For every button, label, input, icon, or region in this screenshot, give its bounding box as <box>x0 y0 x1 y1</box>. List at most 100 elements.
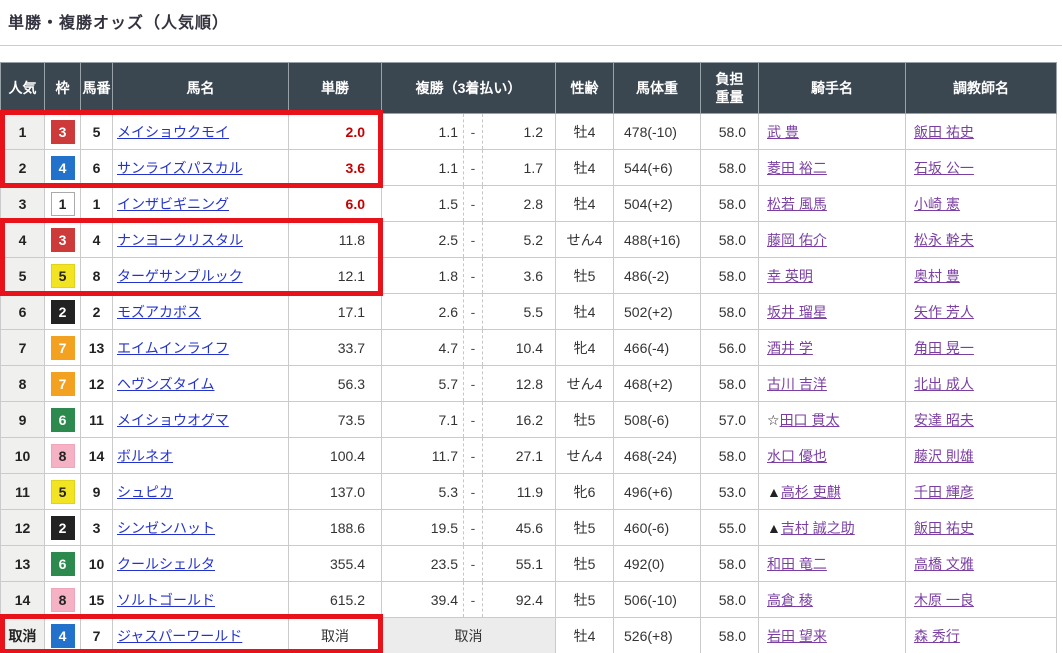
horse-name-link[interactable]: ソルトゴールド <box>117 591 215 608</box>
place-odds-dash-cell: - <box>463 509 483 546</box>
horse-weight-cell: 478(-10) <box>613 113 701 150</box>
horse-name-link[interactable]: シュピカ <box>117 483 173 500</box>
jockey-link[interactable]: 松若 風馬 <box>767 195 827 212</box>
jockey-link[interactable]: 藤岡 佑介 <box>767 231 827 248</box>
horse-name-link[interactable]: インザビギニング <box>117 195 229 212</box>
horse-name-link[interactable]: モズアカボス <box>117 303 201 320</box>
header-win-odds: 単勝 <box>288 62 382 114</box>
frame-number-badge: 6 <box>50 407 75 432</box>
frame-number-badge: 1 <box>50 191 75 216</box>
jockey-link[interactable]: 岩田 望来 <box>767 627 827 644</box>
sex-age-cell: 牡4 <box>555 113 614 150</box>
sex-age-cell: 牡4 <box>555 185 614 222</box>
frame-number-badge: 5 <box>50 479 75 504</box>
jockey-link[interactable]: 酒井 学 <box>767 339 813 356</box>
place-odds-min-cell: 11.7 <box>381 437 464 474</box>
horse-name-cell: メイショウクモイ <box>112 113 289 150</box>
trainer-link[interactable]: 角田 晃一 <box>914 339 974 356</box>
carried-weight-cell: 58.0 <box>700 149 759 186</box>
horse-name-link[interactable]: メイショウオグマ <box>117 411 229 428</box>
place-odds-max-cell: 11.9 <box>482 473 556 510</box>
place-odds-max-cell: 2.8 <box>482 185 556 222</box>
jockey-link[interactable]: 古川 吉洋 <box>767 375 827 392</box>
horse-name-link[interactable]: ターゲサンブルック <box>117 267 243 284</box>
trainer-link[interactable]: 飯田 祐史 <box>914 519 974 536</box>
trainer-link[interactable]: 安達 昭夫 <box>914 411 974 428</box>
horse-name-cell: サンライズパスカル <box>112 149 289 186</box>
trainer-link[interactable]: 藤沢 則雄 <box>914 447 974 464</box>
jockey-link[interactable]: 吉村 誠之助 <box>780 519 855 536</box>
trainer-link[interactable]: 森 秀行 <box>914 627 960 644</box>
trainer-cell: 奥村 豊 <box>905 257 1057 294</box>
jockey-link[interactable]: 高倉 稜 <box>767 591 813 608</box>
carried-weight-cell: 58.0 <box>700 581 759 618</box>
frame-cell: 5 <box>44 473 81 510</box>
odds-table-wrap: 人気 枠 馬番 馬名 単勝 複勝（3着払い） 性齢 馬体重 負担重量 騎手名 調… <box>0 62 1057 653</box>
horse-name-link[interactable]: エイムインライフ <box>117 339 229 356</box>
place-odds-dash-cell: - <box>463 221 483 258</box>
rank-cell: 14 <box>0 581 45 618</box>
frame-number-badge: 7 <box>50 335 75 360</box>
trainer-cell: 飯田 祐史 <box>905 509 1057 546</box>
trainer-link[interactable]: 小崎 憲 <box>914 195 960 212</box>
horse-name-link[interactable]: ジャスパーワールド <box>117 627 243 644</box>
rank-cell: 2 <box>0 149 45 186</box>
jockey-link[interactable]: 坂井 瑠星 <box>767 303 827 320</box>
rank-cell: 8 <box>0 365 45 402</box>
win-odds-cell: 3.6 <box>288 149 382 186</box>
table-row: 7 7 13 エイムインライフ 33.7 4.7 - 10.4 牝4 466(-… <box>0 329 1057 366</box>
horse-number-cell: 1 <box>80 185 113 222</box>
jockey-link[interactable]: 高杉 吏麒 <box>780 483 841 500</box>
horse-name-link[interactable]: ボルネオ <box>117 447 173 464</box>
jockey-link[interactable]: 水口 優也 <box>767 447 827 464</box>
horse-name-link[interactable]: クールシェルタ <box>117 555 215 572</box>
trainer-link[interactable]: 奥村 豊 <box>914 267 960 284</box>
trainer-link[interactable]: 北出 成人 <box>914 375 974 392</box>
horse-name-link[interactable]: メイショウクモイ <box>117 123 229 140</box>
trainer-cell: 小崎 憲 <box>905 185 1057 222</box>
horse-name-link[interactable]: ナンヨークリスタル <box>117 231 243 248</box>
horse-name-link[interactable]: シンゼンハット <box>117 519 215 536</box>
frame-number-badge: 3 <box>50 119 75 144</box>
rank-cell: 10 <box>0 437 45 474</box>
carried-weight-cell: 56.0 <box>700 329 759 366</box>
horse-name-link[interactable]: ヘヴンズタイム <box>117 375 215 392</box>
jockey-link[interactable]: 幸 英明 <box>767 267 813 284</box>
horse-name-link[interactable]: サンライズパスカル <box>117 159 243 176</box>
place-odds-dash-cell: - <box>463 581 483 618</box>
horse-number-cell: 8 <box>80 257 113 294</box>
place-odds-min-cell: 19.5 <box>381 509 464 546</box>
win-odds-cell: 11.8 <box>288 221 382 258</box>
horse-name-cell: エイムインライフ <box>112 329 289 366</box>
place-odds-dash-cell: - <box>463 437 483 474</box>
trainer-link[interactable]: 木原 一良 <box>914 591 974 608</box>
place-odds-max-cell: 3.6 <box>482 257 556 294</box>
jockey-link[interactable]: 田口 貫太 <box>779 411 840 428</box>
frame-cell: 4 <box>44 617 81 653</box>
rank-cell: 3 <box>0 185 45 222</box>
jockey-link[interactable]: 和田 竜二 <box>767 555 827 572</box>
trainer-link[interactable]: 千田 輝彦 <box>914 483 974 500</box>
trainer-link[interactable]: 高橋 文雅 <box>914 555 974 572</box>
rank-cell: 13 <box>0 545 45 582</box>
trainer-link[interactable]: 飯田 祐史 <box>914 123 974 140</box>
frame-cell: 3 <box>44 221 81 258</box>
horse-weight-cell: 468(+2) <box>613 365 701 402</box>
trainer-link[interactable]: 矢作 芳人 <box>914 303 974 320</box>
place-odds-max-cell: 1.2 <box>482 113 556 150</box>
win-odds-cell: 355.4 <box>288 545 382 582</box>
sex-age-cell: 牝6 <box>555 473 614 510</box>
jockey-link[interactable]: 菱田 裕二 <box>767 159 827 176</box>
horse-weight-cell: 502(+2) <box>613 293 701 330</box>
trainer-link[interactable]: 松永 幹夫 <box>914 231 974 248</box>
sex-age-cell: 牡4 <box>555 293 614 330</box>
win-odds-cell: 33.7 <box>288 329 382 366</box>
jockey-link[interactable]: 武 豊 <box>767 123 799 140</box>
place-odds-min-cell: 39.4 <box>381 581 464 618</box>
frame-cell: 1 <box>44 185 81 222</box>
trainer-link[interactable]: 石坂 公一 <box>914 159 974 176</box>
place-odds-dash-cell: - <box>463 401 483 438</box>
table-row: 6 2 2 モズアカボス 17.1 2.6 - 5.5 牡4 502(+2) 5… <box>0 293 1057 330</box>
horse-number-cell: 3 <box>80 509 113 546</box>
horse-name-cell: ソルトゴールド <box>112 581 289 618</box>
